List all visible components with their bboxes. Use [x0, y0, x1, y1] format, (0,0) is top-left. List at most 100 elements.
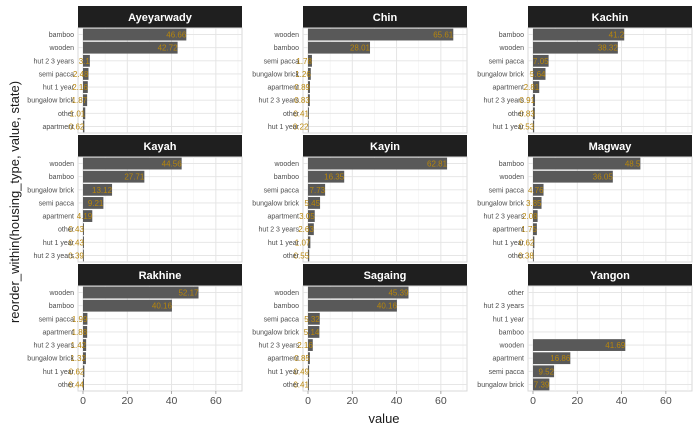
category-tick-label: bungalow brick — [252, 71, 299, 78]
bar — [533, 81, 540, 93]
category-tick-label: hut 1 year — [268, 240, 300, 247]
category-tick-label: other — [283, 253, 300, 260]
category-tick-label: bungalow brick — [27, 98, 74, 105]
facet-title: Rakhine — [139, 270, 182, 282]
category-tick-label: semi pacca — [39, 71, 75, 78]
bar — [83, 299, 172, 312]
x-tick-label: 60 — [210, 395, 222, 407]
data-label: 0.43 — [68, 238, 84, 247]
x-tick-label: 0 — [305, 395, 311, 407]
category-tick-label: other — [508, 253, 525, 260]
x-tick-label: 20 — [571, 395, 583, 407]
bar — [533, 94, 536, 107]
bar — [308, 28, 454, 41]
category-tick-label: bamboo — [499, 32, 524, 39]
bar — [308, 352, 310, 365]
data-label: 0.91 — [519, 96, 535, 105]
category-tick-label: hut 2 3 years — [259, 343, 300, 350]
facet-panel: Kayah 44.56 wooden 27.71 bamboo 13.12 bungalow… — [27, 135, 243, 263]
category-tick-label: semi pacca — [264, 58, 300, 65]
data-label: 4.76 — [528, 186, 544, 195]
category-tick-label: hut 2 3 years — [484, 214, 525, 221]
data-label: 0.85 — [294, 354, 310, 363]
data-label: 2.81 — [524, 83, 540, 92]
bar — [83, 120, 85, 133]
data-label: 1.42 — [71, 341, 87, 350]
category-tick-label: other — [58, 227, 75, 234]
facet-panel: Sagaing 45.39 wooden 40.16 bamboo 5.32 semi pa… — [252, 264, 468, 407]
data-label: 0.43 — [68, 225, 84, 234]
data-label: 5.32 — [304, 315, 320, 324]
data-label: 65.61 — [433, 31, 454, 40]
bar — [83, 365, 85, 378]
facet-strip — [78, 264, 242, 286]
data-label: 1.78 — [296, 57, 312, 66]
data-label: 0.38 — [518, 251, 534, 260]
bar — [533, 339, 626, 351]
bar — [533, 365, 555, 378]
facet-strip — [78, 6, 242, 28]
category-tick-label: hut 1 year — [493, 240, 525, 247]
category-tick-label: apartment — [42, 329, 74, 336]
data-label: 5.14 — [304, 328, 320, 337]
facet-title: Kachin — [592, 12, 629, 24]
bar — [83, 94, 88, 107]
bar — [83, 68, 89, 80]
facet-title: Sagaing — [364, 270, 407, 282]
bar — [83, 223, 84, 236]
category-tick-label: hut 2 3 years — [484, 303, 525, 310]
x-tick-label: 60 — [660, 395, 672, 407]
data-label: 0.83 — [519, 109, 535, 118]
category-tick-label: apartment — [267, 85, 299, 92]
data-label: 0.55 — [294, 251, 310, 260]
data-label: 7.39 — [534, 380, 550, 389]
data-label: 1.32 — [70, 354, 86, 363]
category-tick-label: wooden — [273, 161, 299, 168]
category-tick-label: wooden — [273, 290, 299, 297]
category-tick-label: other — [283, 111, 300, 118]
category-tick-label: hut 2 3 years — [259, 227, 300, 234]
data-label: 0.53 — [519, 122, 535, 131]
data-label: 3.1 — [79, 57, 91, 66]
data-label: 27.71 — [124, 173, 145, 182]
bar — [83, 41, 178, 54]
data-label: 0.44 — [68, 380, 84, 389]
facet-strip — [528, 6, 692, 28]
bar — [83, 170, 145, 183]
x-tick-label: 20 — [121, 395, 133, 407]
data-label: 2.48 — [73, 70, 89, 79]
x-tick-label: 40 — [616, 395, 628, 407]
category-tick-label: wooden — [48, 45, 74, 52]
data-label: 5.64 — [530, 70, 546, 79]
category-tick-label: bungalow brick — [477, 71, 524, 78]
data-label: 2.16 — [297, 341, 313, 350]
data-label: 0.39 — [68, 251, 84, 260]
bar — [83, 107, 86, 120]
bar — [533, 120, 535, 133]
data-label: 42.72 — [158, 44, 179, 53]
bar — [308, 299, 397, 312]
category-tick-label: hut 1 year — [493, 124, 525, 131]
facet-title: Yangon — [590, 270, 630, 282]
bar — [533, 41, 618, 54]
bar — [308, 210, 315, 222]
x-tick-label: 0 — [80, 395, 86, 407]
data-label: 40.16 — [377, 302, 398, 311]
facet-strip — [303, 264, 467, 286]
category-tick-label: semi pacca — [489, 58, 525, 65]
data-label: 2.16 — [72, 83, 88, 92]
category-tick-label: bamboo — [499, 161, 524, 168]
category-tick-label: semi pacca — [39, 200, 75, 207]
data-label: 40.16 — [152, 302, 173, 311]
data-label: 0.49 — [294, 367, 310, 376]
category-tick-label: bungalow brick — [477, 382, 524, 389]
data-label: 1.75 — [521, 225, 537, 234]
bar — [83, 183, 113, 196]
x-tick-label: 40 — [391, 395, 403, 407]
facet-title: Kayah — [143, 141, 176, 153]
data-label: 2.63 — [298, 225, 314, 234]
data-label: 5.45 — [304, 199, 320, 208]
data-label: 16.35 — [324, 173, 345, 182]
data-label: 0.41 — [293, 109, 309, 118]
